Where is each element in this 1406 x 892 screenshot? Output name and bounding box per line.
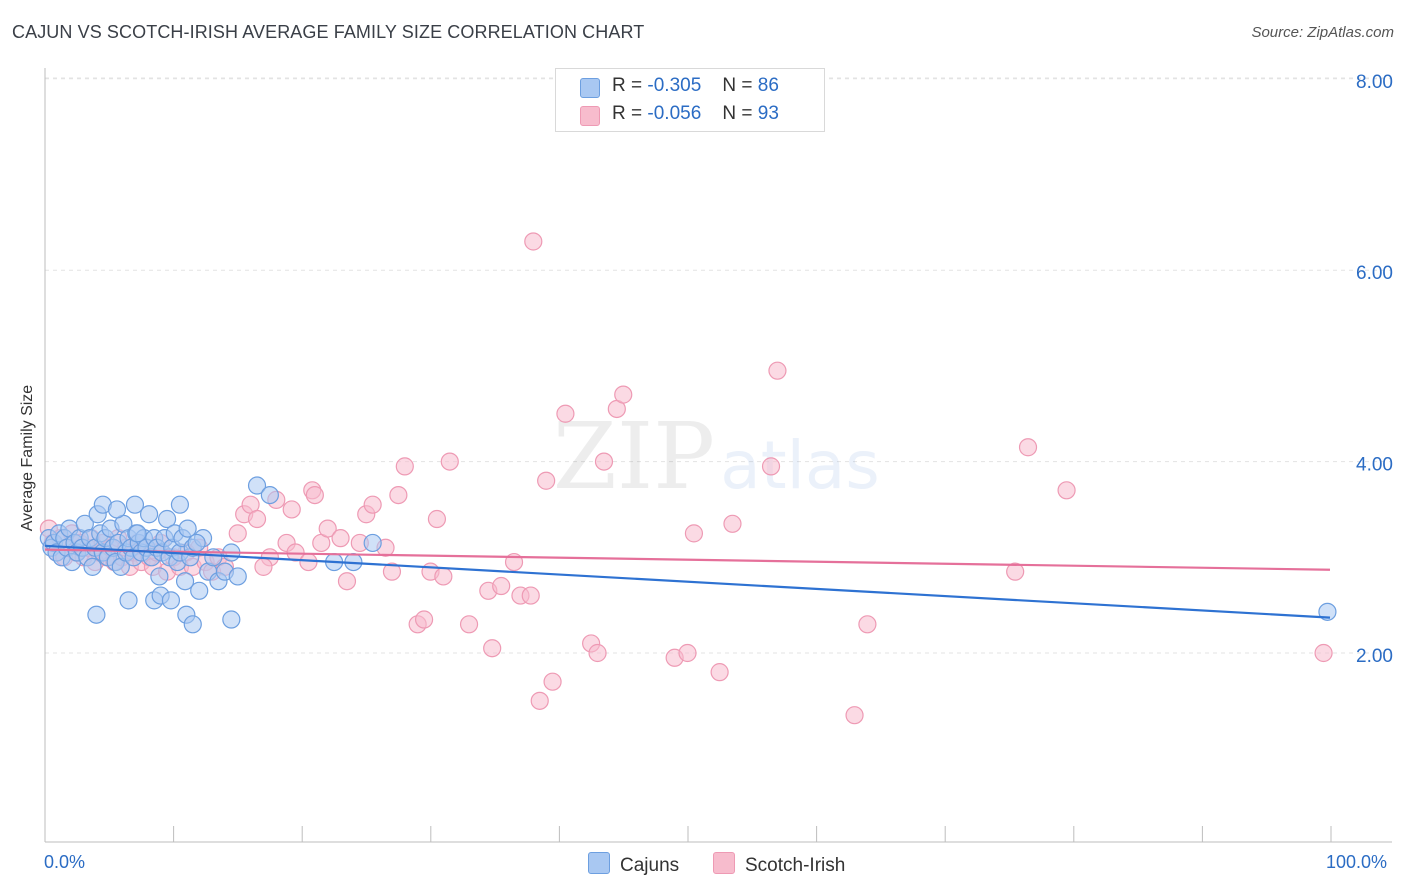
cajuns-legend-label: Cajuns bbox=[620, 855, 680, 876]
cajun-point bbox=[222, 610, 241, 629]
cajun-point bbox=[228, 567, 247, 586]
cajuns-swatch bbox=[580, 78, 600, 98]
cajun-point bbox=[175, 572, 195, 591]
scotch-irish-point bbox=[678, 643, 697, 663]
stats-legend: R = -0.305 N = 86 R = -0.056 N = 93 bbox=[555, 68, 825, 132]
scotch-irish-point bbox=[1057, 481, 1076, 500]
chart-title: CAJUN VS SCOTCH-IRISH AVERAGE FAMILY SIZ… bbox=[12, 22, 645, 42]
scotch-irish-point bbox=[434, 567, 453, 586]
cajun-point bbox=[178, 519, 197, 538]
scotch-irish-point bbox=[492, 576, 511, 596]
scotch-irish-point bbox=[395, 457, 414, 476]
scotch-irish-point bbox=[684, 524, 704, 543]
scotch-irish-point bbox=[761, 457, 781, 476]
data-points bbox=[39, 232, 1337, 725]
cajun-point bbox=[83, 557, 102, 576]
scotch-irish-point bbox=[768, 361, 787, 380]
cajun-point bbox=[363, 533, 382, 553]
scotch-irish-point bbox=[483, 639, 502, 658]
bottom-legend-scotch-irish: Scotch-Irish bbox=[713, 852, 845, 877]
scotch-irish-point bbox=[299, 552, 318, 572]
scotch-irish-point bbox=[1018, 438, 1038, 457]
cajun-point bbox=[157, 509, 177, 529]
scotch-irish-point bbox=[524, 232, 543, 251]
scotch-irish-point bbox=[427, 509, 447, 529]
scotch-irish-point bbox=[459, 615, 479, 634]
scotch-irish-swatch bbox=[580, 106, 600, 126]
cajun-point bbox=[1318, 602, 1337, 621]
scotch-irish-legend-swatch bbox=[713, 852, 735, 874]
legend-n-label: N = bbox=[722, 75, 753, 96]
scotch-irish-point bbox=[710, 663, 729, 682]
y-tick-label: 2.00 bbox=[1356, 646, 1393, 667]
legend-r-value: -0.056 bbox=[647, 103, 702, 124]
scotch-irish-point bbox=[521, 586, 540, 605]
y-tick-labels: 2.00 4.00 6.00 8.00 bbox=[1356, 72, 1393, 667]
y-tick-label: 8.00 bbox=[1356, 72, 1393, 93]
cajun-point bbox=[161, 591, 181, 610]
cajun-point bbox=[119, 591, 138, 610]
scotch-irish-point bbox=[858, 615, 877, 634]
scotch-irish-point bbox=[537, 471, 556, 490]
scotch-irish-legend-label: Scotch-Irish bbox=[745, 855, 846, 876]
cajun-point bbox=[107, 500, 127, 519]
scotch-irish-point bbox=[247, 509, 267, 529]
scotch-irish-point bbox=[723, 514, 742, 533]
cajun-point bbox=[187, 533, 206, 553]
scotch-irish-point bbox=[363, 495, 382, 514]
scotch-irish-point bbox=[282, 500, 301, 519]
axes bbox=[44, 68, 1392, 843]
cajuns-legend-swatch bbox=[588, 852, 610, 874]
trend-lines bbox=[44, 544, 1331, 619]
scotch-irish-point bbox=[318, 519, 337, 538]
cajun-point bbox=[190, 581, 209, 600]
scotch-irish-point bbox=[594, 452, 614, 471]
watermark-zip: ZIP bbox=[553, 403, 715, 510]
scotch-irish-point bbox=[845, 706, 864, 725]
cajun-point bbox=[125, 495, 145, 514]
scotch-irish-point bbox=[382, 562, 402, 581]
cajun-point bbox=[247, 476, 267, 495]
cajun-point bbox=[183, 615, 202, 634]
scotch-irish-point bbox=[614, 385, 633, 404]
cajun-point bbox=[170, 495, 190, 514]
watermark: ZIP atlas bbox=[553, 403, 880, 510]
scotch-irish-point bbox=[1006, 562, 1025, 581]
legend-r-label: R = bbox=[612, 75, 643, 96]
watermark-atlas: atlas bbox=[720, 427, 880, 504]
legend-n-label: N = bbox=[722, 103, 753, 124]
scotch-irish-point bbox=[588, 643, 607, 663]
y-tick-label: 6.00 bbox=[1356, 263, 1393, 284]
scotch-irish-point bbox=[414, 610, 434, 629]
x-tick-label-min: 0.0% bbox=[44, 852, 86, 872]
y-tick-label: 4.00 bbox=[1356, 455, 1393, 476]
cajun-point bbox=[150, 567, 169, 586]
scotch-irish-point bbox=[337, 572, 357, 591]
cajun-point bbox=[260, 485, 279, 505]
scotch-irish-point bbox=[254, 557, 273, 576]
bottom-legend-cajuns: Cajuns bbox=[588, 852, 679, 877]
scotch-irish-point bbox=[305, 485, 324, 505]
cajun-trend-line bbox=[44, 544, 1331, 619]
legend-r-label: R = bbox=[612, 103, 643, 124]
cajun-point bbox=[87, 605, 106, 624]
scotch-irish-point bbox=[543, 672, 562, 691]
x-tick-label-max: 100.0% bbox=[1326, 852, 1388, 872]
source-label: Source: ZipAtlas.com bbox=[1251, 24, 1394, 41]
cajun-point bbox=[128, 524, 147, 543]
cajun-point bbox=[139, 505, 159, 524]
scotch-irish-point bbox=[440, 452, 459, 471]
scotch-irish-point bbox=[530, 691, 549, 710]
legend-n-value: 86 bbox=[757, 75, 779, 96]
scotch-irish-point bbox=[1314, 643, 1333, 663]
scotch-irish-trend-line bbox=[44, 548, 1331, 571]
scotch-irish-point bbox=[228, 524, 247, 543]
legend-n-value: 93 bbox=[757, 103, 779, 124]
scotch-irish-point bbox=[331, 529, 350, 548]
scotch-irish-point bbox=[389, 485, 408, 505]
scotch-irish-point bbox=[556, 404, 575, 423]
legend-r-value: -0.305 bbox=[647, 75, 702, 96]
